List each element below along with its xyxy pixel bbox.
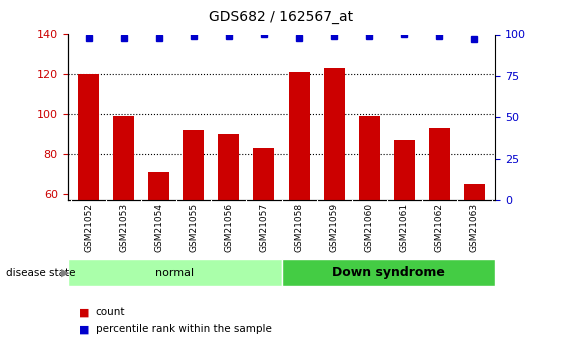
Text: ▶: ▶	[60, 268, 69, 277]
Text: GSM21054: GSM21054	[154, 203, 163, 252]
Text: GSM21058: GSM21058	[294, 203, 303, 252]
Bar	[282, 259, 495, 286]
Bar	[394, 140, 415, 200]
Text: GSM21056: GSM21056	[225, 203, 234, 252]
Text: GSM21059: GSM21059	[329, 203, 338, 252]
Bar	[218, 134, 239, 200]
Bar	[464, 184, 485, 200]
Text: GSM21061: GSM21061	[400, 203, 409, 252]
Text: GDS682 / 162567_at: GDS682 / 162567_at	[209, 10, 354, 24]
Text: count: count	[96, 307, 125, 317]
Text: GSM21062: GSM21062	[435, 203, 444, 252]
Bar	[253, 148, 275, 200]
Text: GSM21063: GSM21063	[470, 203, 479, 252]
Bar	[359, 116, 379, 200]
Text: percentile rank within the sample: percentile rank within the sample	[96, 325, 271, 334]
Text: Down syndrome: Down syndrome	[332, 266, 445, 279]
Text: ■: ■	[79, 307, 90, 317]
Bar	[113, 116, 134, 200]
Bar	[324, 68, 345, 200]
Bar	[288, 72, 310, 200]
Text: GSM21053: GSM21053	[119, 203, 128, 252]
Bar	[78, 75, 99, 200]
Text: disease state: disease state	[6, 268, 75, 277]
Bar	[429, 128, 450, 200]
Text: GSM21055: GSM21055	[189, 203, 198, 252]
Text: GSM21057: GSM21057	[260, 203, 269, 252]
Bar	[68, 259, 282, 286]
Bar	[148, 172, 169, 200]
Text: normal: normal	[155, 268, 194, 277]
Bar	[184, 130, 204, 200]
Text: GSM21052: GSM21052	[84, 203, 93, 252]
Text: GSM21060: GSM21060	[365, 203, 374, 252]
Text: ■: ■	[79, 325, 90, 334]
